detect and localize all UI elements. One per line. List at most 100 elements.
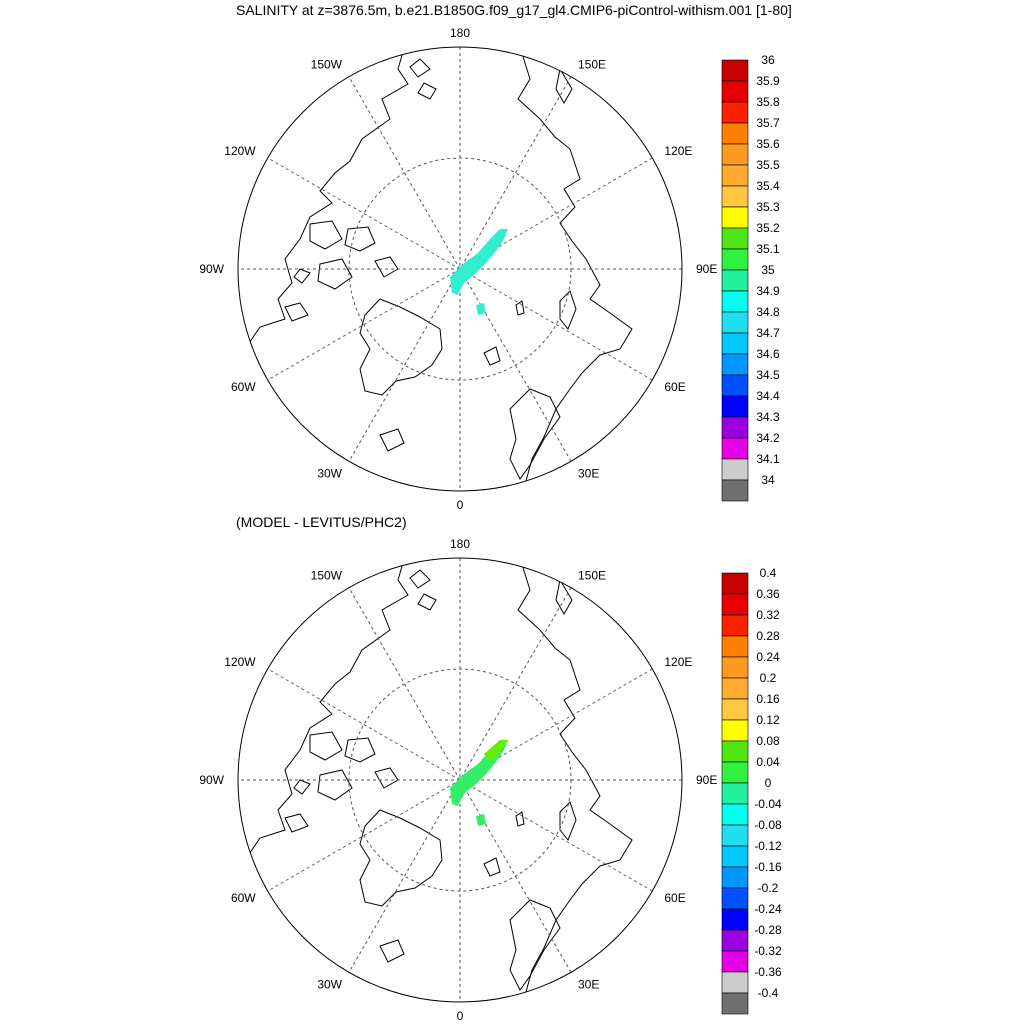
colorbar-swatch [721, 950, 749, 973]
colorbar-swatch [721, 248, 749, 271]
colorbar-swatch [721, 782, 749, 805]
coastline-7 [284, 813, 309, 833]
longitude-label: 150W [311, 569, 343, 583]
colorbar-swatch [721, 395, 749, 418]
longitude-label: 60E [664, 891, 685, 905]
colorbar-label: -0.16 [754, 860, 782, 874]
longitude-label: 120W [224, 655, 256, 669]
colorbar-label: 0.12 [756, 713, 780, 727]
coastline-11 [483, 857, 501, 877]
colorbar-label: 35.1 [756, 242, 780, 256]
colorbar-swatch [721, 479, 749, 502]
coastline-0 [244, 558, 409, 861]
colorbar-swatch [721, 80, 749, 103]
coastline-1 [359, 809, 443, 907]
colorbar-swatch [721, 206, 749, 229]
coastline-5 [374, 256, 399, 278]
longitude-label: 30E [578, 466, 599, 480]
coastline-7 [284, 302, 309, 322]
longitude-label: 0 [457, 1009, 464, 1023]
colorbar-swatch [721, 143, 749, 166]
coastline-8 [517, 558, 633, 993]
longitude-label: 150W [311, 58, 343, 72]
coastline-6 [293, 268, 311, 284]
longitude-label: 120E [664, 655, 692, 669]
colorbar-label: 34 [761, 473, 775, 487]
coastline-4 [317, 258, 353, 290]
longitude-label: 60W [231, 380, 256, 394]
map-interior [238, 47, 682, 491]
anomaly-map-panel: 180 150E 120E 90E 60E 30E 0 30W 60W 90W 120W 150W [199, 537, 717, 1023]
colorbar-swatch [721, 332, 749, 355]
salinity-field-patch [476, 814, 486, 826]
colorbar-label: 34.2 [756, 431, 780, 445]
colorbar-label: -0.04 [754, 797, 782, 811]
colorbar-swatch [721, 656, 749, 679]
longitude-label: 60W [231, 891, 256, 905]
colorbar-swatch [721, 101, 749, 124]
colorbar-label: -0.24 [754, 902, 782, 916]
colorbar-swatch [721, 614, 749, 637]
coastline-10 [559, 290, 577, 330]
colorbar-swatch [721, 416, 749, 439]
coastline-10 [559, 801, 577, 841]
colorbar-label: 0.24 [756, 650, 780, 664]
colorbar-label: 36 [761, 53, 775, 67]
colorbar-swatch [721, 269, 749, 292]
coastline-3 [344, 226, 376, 252]
colorbar-swatch [721, 908, 749, 931]
colorbar-swatch [721, 437, 749, 460]
longitude-label: 120W [224, 144, 256, 158]
colorbar-label: 35.7 [756, 116, 780, 130]
colorbar-swatch [721, 122, 749, 145]
longitude-label: 30E [578, 977, 599, 991]
longitude-label: 90W [199, 262, 224, 276]
colorbar-label: -0.4 [758, 986, 779, 1000]
colorbar-swatch [721, 677, 749, 700]
longitude-label: 30W [317, 977, 342, 991]
colorbar-swatch [721, 290, 749, 313]
colorbar-swatch [721, 311, 749, 334]
colorbar-label: 34.1 [756, 452, 780, 466]
colorbar-swatch [721, 803, 749, 826]
salinity-map-panel: 180 150E 120E 90E 60E 30E 0 30W 60W 90W 120W 150W [199, 26, 717, 512]
colorbar-swatch [721, 761, 749, 784]
colorbar-label: 34.5 [756, 368, 780, 382]
colorbar-label: 0.2 [760, 671, 777, 685]
colorbar-label: 35 [761, 263, 775, 277]
colorbar-label: 35.4 [756, 179, 780, 193]
colorbar-label: 35.9 [756, 74, 780, 88]
map-body: 180 150E 120E 90E 60E 30E 0 30W 60W 90W 120W 150W [199, 26, 717, 512]
colorbar-swatch [721, 593, 749, 616]
colorbar-swatch [721, 59, 749, 82]
colorbar-label: 34.6 [756, 347, 780, 361]
colorbar-swatch [721, 887, 749, 910]
latitude-circle [348, 157, 572, 381]
coastline-13 [379, 939, 405, 963]
colorbar-label: 0.04 [756, 755, 780, 769]
map-boundary [237, 46, 683, 492]
colorbar-label: -0.08 [754, 818, 782, 832]
colorbar-label: 34.8 [756, 305, 780, 319]
colorbar-label: 35.5 [756, 158, 780, 172]
colorbar-label: 0.28 [756, 629, 780, 643]
colorbar-label: 34.7 [756, 326, 780, 340]
longitude-label: 120E [664, 144, 692, 158]
longitude-label: 90E [696, 262, 717, 276]
anomaly-colorbar: 0.4 0.36 0.32 0.28 0.24 0.2 0.16 0.12 0.08 0.04 0 -… [721, 566, 782, 1015]
colorbar-label: 35.8 [756, 95, 780, 109]
colorbar-label: -0.36 [754, 965, 782, 979]
colorbar-swatch [721, 845, 749, 868]
colorbar-swatch [721, 185, 749, 208]
colorbar-swatch [721, 227, 749, 250]
colorbar-swatch [721, 740, 749, 763]
salinity-field-patch [476, 303, 486, 315]
coastline-6 [293, 779, 311, 795]
longitude-label: 60E [664, 380, 685, 394]
coastline-14 [409, 58, 431, 78]
colorbar-label: 35.2 [756, 221, 780, 235]
colorbar-label: -0.28 [754, 923, 782, 937]
colorbar-swatch [721, 866, 749, 889]
coastline-2 [309, 220, 343, 250]
